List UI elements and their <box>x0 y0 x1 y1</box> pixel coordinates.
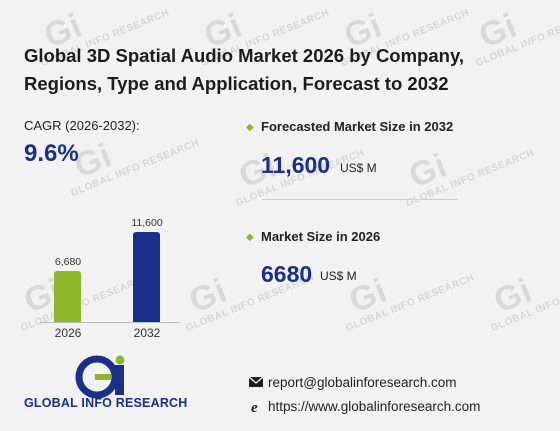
divider <box>262 199 458 200</box>
envelope-icon <box>248 376 264 387</box>
bar-value-label-2026: 6,680 <box>54 256 82 268</box>
page-title: Global 3D Spatial Audio Market 2026 by C… <box>24 45 464 94</box>
cagr-label: CAGR (2026-2032): <box>24 118 140 133</box>
chart-axis <box>40 322 180 323</box>
diamond-bullet-icon: ◆ <box>246 122 254 133</box>
bar-2026 <box>54 271 81 323</box>
market-size-unit: US$ M <box>320 269 357 283</box>
market-size-label: Market Size in 2026 <box>261 229 381 244</box>
website-link[interactable]: https://www.globalinforesearch.com <box>268 399 481 414</box>
bar-2032 <box>133 232 160 323</box>
category-label-2026: 2026 <box>54 326 82 340</box>
svg-text:e: e <box>251 400 258 413</box>
category-label-2032: 2032 <box>133 326 161 340</box>
internet-explorer-icon: e <box>251 400 258 413</box>
bar-value-label-2032: 11,600 <box>131 217 163 229</box>
cagr-value: 9.6% <box>24 140 79 167</box>
company-name: GLOBAL INFO RESEARCH <box>24 396 188 410</box>
forecast-value: 11,600 <box>261 152 331 178</box>
diamond-bullet-icon: ◆ <box>246 232 254 243</box>
email-link[interactable]: report@globalinforesearch.com <box>268 375 457 390</box>
company-logo <box>75 355 125 399</box>
market-size-value: 6680 <box>261 261 313 287</box>
forecast-unit: US$ M <box>340 161 377 175</box>
forecast-label: Forecasted Market Size in 2032 <box>261 119 454 134</box>
